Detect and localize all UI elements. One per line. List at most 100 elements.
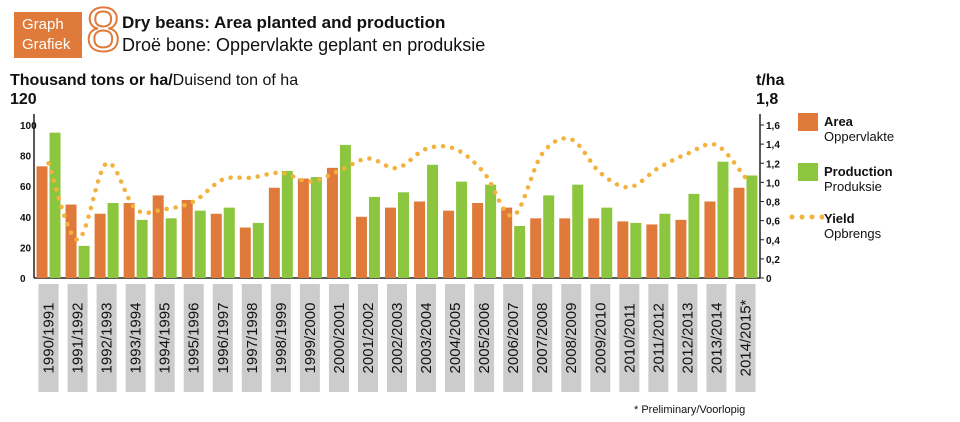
- area-bar: [268, 187, 280, 278]
- area-bar: [675, 219, 687, 278]
- right-tick-label: 0: [766, 274, 772, 285]
- area-bar: [123, 203, 135, 278]
- legend-area-af: Oppervlakte: [824, 129, 895, 144]
- category-label-box: [416, 284, 437, 392]
- right-tick-label: 1,4: [766, 140, 780, 151]
- category-label: 1993/1994: [128, 303, 145, 374]
- production-bar: [78, 245, 90, 278]
- production-bar: [427, 164, 439, 278]
- production-bar: [485, 184, 497, 278]
- right-tick-label: 1,6: [766, 121, 780, 132]
- category-label: 2012/2013: [679, 303, 696, 374]
- production-bar: [252, 222, 264, 278]
- area-bar: [36, 166, 48, 278]
- legend-yield-af: Opbrengs: [824, 226, 882, 241]
- production-bar: [746, 175, 758, 278]
- right-tick-label: 0,4: [766, 236, 780, 247]
- area-bar: [501, 207, 513, 278]
- legend-yield-en: Yield: [824, 211, 855, 226]
- left-tick-label: 60: [20, 182, 32, 193]
- category-label: 1999/2000: [302, 303, 319, 374]
- area-bar: [443, 210, 455, 278]
- left-tick-label: 20: [20, 243, 32, 254]
- footnote: * Preliminary/Voorlopig: [634, 404, 746, 416]
- area-bar: [326, 167, 338, 278]
- production-bar: [717, 161, 729, 278]
- right-tick-label: 1,2: [766, 159, 780, 170]
- category-label: 2000/2001: [331, 303, 348, 374]
- category-label: 2008/2009: [563, 303, 580, 374]
- legend-area-en: Area: [824, 114, 853, 129]
- area-bar: [559, 218, 571, 278]
- left-axis-label-rest: Duisend ton of ha: [172, 72, 299, 89]
- production-bar: [368, 196, 380, 278]
- production-bar: [165, 218, 177, 278]
- legend-yield: Yield Opbrengs: [824, 211, 881, 241]
- production-bar: [543, 195, 555, 278]
- category-label-box: [67, 284, 88, 392]
- category-label-box: [154, 284, 175, 392]
- left-axis-label-bold: Thousand tons or ha/: [10, 72, 173, 89]
- area-bar: [239, 227, 251, 278]
- production-bar: [49, 132, 61, 278]
- category-label-box: [503, 284, 524, 392]
- category-label-box: [96, 284, 117, 392]
- legend-yield-swatch: [789, 214, 824, 220]
- production-bar: [339, 144, 351, 278]
- graph-badge: Graph Grafiek: [14, 12, 82, 58]
- graph-number: 8: [85, 0, 122, 65]
- area-bar: [617, 221, 629, 278]
- category-label: 2003/2004: [418, 303, 435, 374]
- legend-production-en: Production: [824, 164, 893, 179]
- category-label-box: [445, 284, 466, 392]
- right-axis-max: 1,8: [756, 91, 779, 108]
- category-label: 2006/2007: [505, 303, 522, 374]
- category-label-box: [474, 284, 495, 392]
- category-label: 2011/2012: [650, 303, 667, 373]
- category-label: 1995/1996: [186, 303, 203, 374]
- legend-area-swatch: [798, 113, 818, 131]
- chart-title: Dry beans: Area planted and production: [122, 13, 446, 32]
- legend-production-swatch: [798, 163, 818, 181]
- production-bar: [572, 184, 584, 278]
- category-label-box: [648, 284, 669, 392]
- category-label-box: [357, 284, 378, 392]
- category-label: 1998/1999: [273, 303, 290, 374]
- production-bar: [659, 213, 671, 278]
- category-label-box: [706, 284, 727, 392]
- category-label: 2001/2002: [360, 303, 377, 374]
- right-tick-label: 0,2: [766, 255, 780, 266]
- production-bar: [136, 219, 148, 278]
- category-label-box: [735, 284, 756, 392]
- category-label-box: [387, 284, 407, 392]
- left-tick-label: 100: [20, 121, 37, 132]
- legend-area: Area Oppervlakte: [824, 114, 894, 144]
- chart-subtitle: Droë bone: Oppervlakte geplant en produk…: [122, 35, 486, 55]
- right-tick-label: 1,0: [766, 178, 780, 189]
- category-label-box: [270, 284, 291, 392]
- category-label-box: [241, 284, 262, 392]
- area-bar: [297, 178, 309, 278]
- area-bar: [152, 195, 164, 278]
- category-label-box: [677, 284, 698, 392]
- left-tick-label: 40: [20, 213, 32, 224]
- production-bar: [514, 225, 526, 278]
- right-tick-label: 0,6: [766, 217, 780, 228]
- left-tick-label: 0: [20, 274, 26, 285]
- area-bar: [414, 201, 426, 278]
- area-bar: [181, 199, 193, 278]
- category-label: 2002/2003: [389, 303, 406, 374]
- production-bar: [688, 193, 700, 278]
- left-axis-max: 120: [10, 91, 37, 108]
- category-label: 2004/2005: [447, 303, 464, 374]
- production-bar: [310, 177, 322, 278]
- category-label: 2005/2006: [476, 303, 493, 374]
- right-axis-label: t/ha: [756, 72, 785, 89]
- production-bar: [194, 210, 206, 278]
- legend-production: Production Produksie: [824, 164, 893, 194]
- legend-production-af: Produksie: [824, 179, 882, 194]
- category-label: 1990/1991: [41, 303, 58, 374]
- area-bar: [646, 224, 658, 278]
- area-bar: [704, 201, 716, 278]
